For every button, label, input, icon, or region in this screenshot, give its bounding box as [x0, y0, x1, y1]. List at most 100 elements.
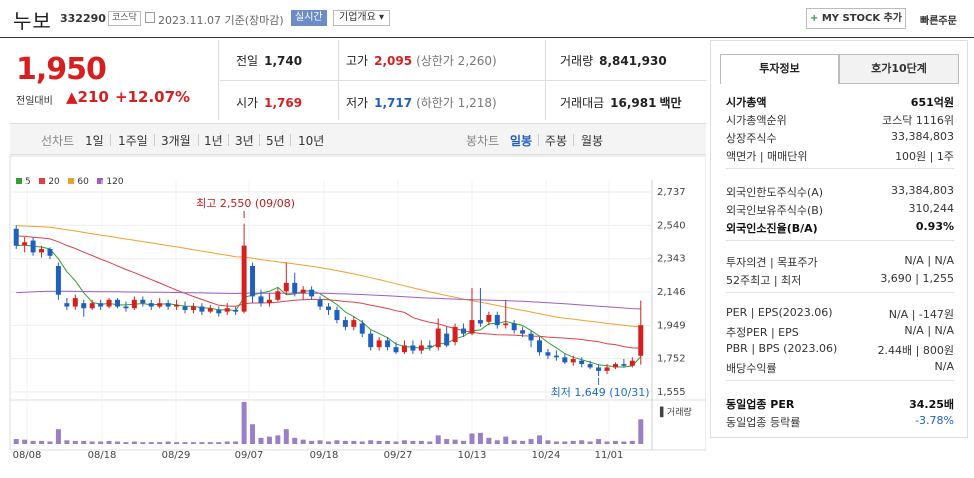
volume-bar	[435, 435, 441, 444]
candle-body	[604, 367, 610, 371]
current-price: 1,950	[16, 52, 107, 87]
volume-bar	[140, 442, 146, 444]
tab-3y[interactable]: 3년	[235, 134, 254, 148]
tab-3m[interactable]: 3개월	[161, 134, 191, 148]
tab-1w[interactable]: 1주일	[118, 134, 148, 148]
invest-row: 52주최고 | 최저 3,690 | 1,255	[726, 272, 954, 288]
volume-bar	[55, 429, 61, 444]
volume-bar	[165, 441, 171, 444]
invest-row-label: 외국인한도주식수(A)	[726, 186, 824, 199]
realtime-button[interactable]: 실시간	[291, 10, 327, 26]
invest-row-value: 34.25배	[909, 398, 954, 411]
candle-body	[55, 265, 61, 295]
invest-row: 외국인소진율(B/A) 0.93%	[726, 220, 954, 236]
volume-bar	[477, 432, 483, 444]
candle-body	[266, 299, 272, 304]
candle-body	[376, 340, 382, 348]
divider	[220, 80, 706, 81]
volume-bar	[266, 436, 272, 444]
volume-bar	[562, 441, 568, 444]
stock-header: 누보 332290 코스닥 2023.11.07 기준(장마감) 실시간 기업개…	[0, 0, 974, 38]
panel-divider	[726, 240, 954, 241]
invest-row-label: 시가총액	[726, 96, 767, 109]
tab-investment-info[interactable]: 투자정보	[720, 54, 839, 84]
tab-separator	[290, 134, 291, 146]
ma20-line	[16, 235, 641, 349]
volume-bar	[638, 419, 644, 444]
tab-weekly[interactable]: 주봉	[545, 134, 568, 148]
invest-row-label: 배당수익률	[726, 362, 777, 375]
invest-row-label: 액면가 | 매매단위	[726, 150, 808, 163]
volume-bar	[233, 441, 239, 444]
high-annotation: 최고 2,550 (09/08)	[196, 197, 295, 210]
candle-chart-toggle[interactable]: 봉차트	[466, 134, 500, 148]
volume-bar	[553, 441, 559, 444]
invest-row: 액면가 | 매매단위 100원 | 1주	[726, 148, 954, 164]
candle-body	[545, 352, 551, 356]
y-tick-label: 2,343	[657, 254, 686, 265]
x-tick-label: 10/24	[532, 450, 561, 461]
invest-row-label: 동일업종 PER	[726, 398, 795, 411]
invest-row: PBR | BPS (2023.06) 2.44배 | 800원	[726, 342, 954, 358]
panel-divider	[726, 168, 954, 169]
base-date: 2023.11.07 기준(장마감)	[158, 14, 284, 27]
tab-separator	[259, 134, 260, 146]
invest-row-value: N/A | N/A	[904, 254, 954, 267]
invest-row: 배당수익률 N/A	[726, 360, 954, 376]
candle-body	[587, 364, 593, 368]
volume-bar	[317, 440, 323, 444]
tab-separator	[228, 134, 229, 146]
volume-bar	[81, 440, 87, 444]
invest-row: 상장주식수 33,384,803	[726, 130, 954, 146]
tab-order-book[interactable]: 호가10단계	[839, 54, 959, 84]
volume-bar	[410, 440, 416, 444]
volume-bar	[131, 441, 137, 444]
stock-code: 332290	[60, 12, 106, 25]
ma5-line	[16, 244, 642, 368]
company-overview-dropdown[interactable]: 기업개요 ▾	[333, 10, 390, 26]
candle-body	[351, 320, 357, 327]
panel-divider	[726, 292, 954, 293]
candle-body	[98, 303, 104, 307]
volume-bar	[30, 440, 36, 444]
volume-bar	[427, 441, 433, 444]
candle-body	[317, 299, 323, 307]
volume-bar	[39, 440, 45, 444]
low-annotation: 최저 1,649 (10/31)	[551, 386, 650, 399]
line-chart-toggle[interactable]: 선차트	[41, 134, 75, 148]
invest-row: 투자의견 | 목표주가 N/A | N/A	[726, 254, 954, 270]
candle-body	[89, 303, 95, 309]
stock-chart[interactable]: 2,737 2,540 2,343 2,146 1,949 1,752 1,555 08/08…	[0, 0, 706, 478]
volume-bar	[300, 439, 306, 444]
tab-daily[interactable]: 일봉	[510, 134, 533, 148]
volume-bar	[520, 440, 526, 444]
tab-1d[interactable]: 1일	[85, 134, 104, 148]
tab-5y[interactable]: 5년	[266, 134, 285, 148]
volume-bar	[444, 439, 450, 444]
tab-10y[interactable]: 10년	[298, 134, 325, 148]
volume-bar	[376, 440, 382, 444]
invest-row-label: 외국인소진율(B/A)	[726, 222, 818, 235]
my-stock-add-button[interactable]: + MY STOCK 추가	[806, 8, 906, 29]
candle-body	[553, 355, 559, 358]
quick-order-link[interactable]: 빠른주문	[920, 16, 957, 27]
invest-row-label: PER | EPS(2023.06)	[726, 306, 833, 319]
tab-1y[interactable]: 1년	[204, 134, 223, 148]
volume-bar	[587, 441, 593, 444]
stat-high: 고가 2,095 (상한가 2,260)	[346, 54, 497, 68]
tab-monthly[interactable]: 월봉	[581, 134, 604, 148]
investment-info-panel: 투자정보 호가10단계 시가총액 651억원 시가총액순위 코스닥 1116위 상장주식…	[710, 40, 968, 438]
candle-body	[385, 340, 391, 348]
candle-body	[64, 303, 70, 307]
x-tick-label: 11/01	[595, 450, 624, 461]
candle-body	[486, 315, 492, 322]
volume-bar	[283, 429, 289, 444]
change-value: ▲210	[66, 88, 109, 106]
x-tick-label: 09/07	[235, 450, 264, 461]
candle-body	[570, 359, 576, 363]
ma60-line	[16, 225, 641, 328]
volume-bar	[275, 435, 281, 444]
invest-row: 추정PER | EPS N/A | N/A	[726, 324, 954, 340]
invest-row: 시가총액순위 코스닥 1116위	[726, 112, 954, 128]
volume-label: ▌거래량	[659, 406, 692, 418]
